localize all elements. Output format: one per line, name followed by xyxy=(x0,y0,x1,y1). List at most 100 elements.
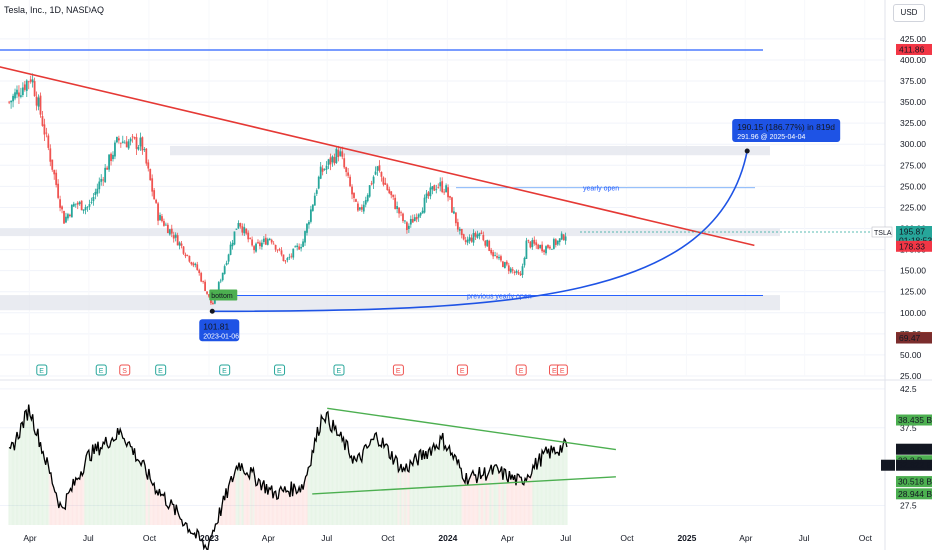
candle-body xyxy=(219,280,222,282)
oscillator-shade xyxy=(368,444,371,525)
candle-body xyxy=(376,166,379,171)
candle-body xyxy=(90,201,93,203)
oscillator-shade xyxy=(407,471,410,525)
oscillator-shade xyxy=(449,454,452,525)
oscillator-shade xyxy=(324,422,327,525)
candle-body xyxy=(92,196,95,202)
oscillator-shade xyxy=(247,475,250,525)
candle-body xyxy=(270,239,273,243)
candle-body xyxy=(82,209,85,211)
grid-lines xyxy=(0,38,885,507)
time-axis-tick: Oct xyxy=(620,533,634,543)
oscillator-shade xyxy=(13,450,16,525)
oscillator-shade xyxy=(248,478,251,525)
candle-body xyxy=(323,169,326,171)
oscillator-shade xyxy=(299,492,302,525)
oscillator-shade xyxy=(56,500,59,525)
oscillator-shade xyxy=(85,455,88,525)
candle-body xyxy=(458,228,461,231)
oscillator-shade xyxy=(164,505,167,525)
candle-body xyxy=(347,172,350,176)
oscillator-shade xyxy=(562,445,565,525)
oscillator-shade xyxy=(410,463,413,525)
oscillator-value-text: 34.68 B xyxy=(898,444,928,454)
oscillator-shade xyxy=(224,488,227,525)
oscillator-shade xyxy=(146,479,149,525)
oscillator-shade xyxy=(292,483,295,525)
candle-body xyxy=(172,235,175,239)
oscillator-shade xyxy=(12,442,15,525)
oscillator-shade xyxy=(222,495,225,525)
earnings-event-marker xyxy=(36,364,48,376)
candle-body xyxy=(18,92,20,97)
previous-yearly-open-label: previous yearly open xyxy=(467,294,532,301)
candle-body xyxy=(59,199,61,208)
time-axis-tick: Oct xyxy=(859,533,873,543)
candle-body xyxy=(402,213,404,222)
oscillator-shade xyxy=(23,411,26,525)
candle-body xyxy=(14,92,16,99)
oscillator-shade xyxy=(257,479,260,525)
oscillator-shade xyxy=(249,467,252,525)
oscillator-shade xyxy=(18,437,21,525)
oscillator-shade xyxy=(384,444,387,525)
candle-body xyxy=(225,262,228,265)
oscillator-shade xyxy=(262,480,265,525)
oscillator-shade xyxy=(172,504,175,525)
oscillator-axis-tick: 37.5 xyxy=(900,423,917,433)
oscillator-shading xyxy=(8,404,568,525)
ticker-tag xyxy=(871,226,893,238)
candle-body xyxy=(488,240,491,251)
candle-body xyxy=(161,216,163,222)
oscillator-shade xyxy=(356,455,359,525)
oscillator-shade xyxy=(530,473,533,525)
oscillator-shade xyxy=(63,507,66,525)
candle-body xyxy=(304,231,306,243)
oscillator-shade xyxy=(149,478,152,525)
candle-body xyxy=(315,190,318,194)
oscillator-shade xyxy=(435,445,438,525)
price-axis-tick: 425.00 xyxy=(900,34,926,44)
oscillator-shade xyxy=(490,464,493,525)
oscillator-shade xyxy=(417,465,420,525)
time-axis-tick: Apr xyxy=(501,533,514,543)
candle-body xyxy=(435,188,438,190)
earnings-event-label: E xyxy=(158,368,163,375)
oscillator-shade xyxy=(534,458,537,525)
oscillator-shade xyxy=(272,498,275,525)
oscillator-shade xyxy=(321,418,324,525)
oscillator-shade xyxy=(106,444,109,525)
time-axis-tick: 2024 xyxy=(438,533,457,543)
earnings-event-marker xyxy=(155,364,167,376)
oscillator-shade xyxy=(141,460,144,525)
oscillator-shade xyxy=(113,439,116,525)
oscillator-shade xyxy=(469,476,472,525)
candle-body xyxy=(243,227,246,234)
candle-body xyxy=(102,179,105,181)
candle-body xyxy=(551,248,553,250)
oscillator-shade xyxy=(53,491,56,525)
candle-body xyxy=(202,281,205,282)
candle-body xyxy=(345,167,348,173)
candle-body xyxy=(53,170,56,175)
oscillator-shade xyxy=(346,441,349,525)
oscillator-shade xyxy=(453,454,456,525)
candle-body xyxy=(290,255,293,257)
candle-body xyxy=(294,246,297,248)
price-axis: 425.00 400.00 375.00 350.00 325.00 300.00 275.… xyxy=(896,34,932,381)
candle-body xyxy=(141,137,144,151)
oscillator-shade xyxy=(70,490,73,525)
candle-body xyxy=(484,240,487,246)
oscillator-shade xyxy=(91,444,94,525)
candle-body xyxy=(247,232,250,240)
oscillator-shade xyxy=(120,433,123,525)
oscillator-shade xyxy=(110,441,113,525)
currency-button[interactable]: USD xyxy=(893,4,925,22)
oscillator-shade xyxy=(25,410,28,525)
oscillator-shade xyxy=(167,508,170,525)
candle-body xyxy=(539,244,542,249)
candle-body xyxy=(419,212,422,216)
earnings-event-label: E xyxy=(519,368,524,375)
oscillator-shade xyxy=(414,453,417,525)
